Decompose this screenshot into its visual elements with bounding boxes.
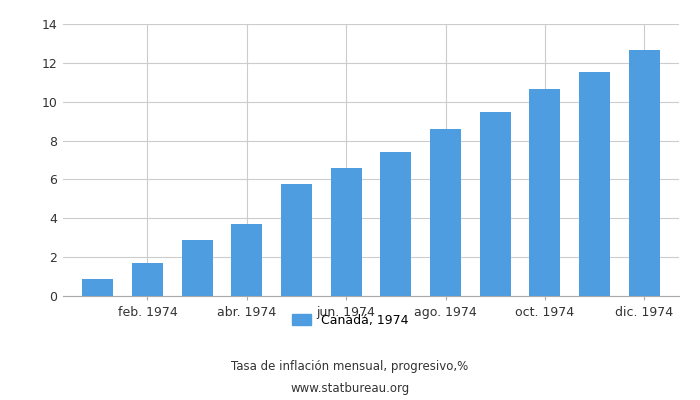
Bar xyxy=(480,112,510,296)
Bar xyxy=(132,263,163,296)
Bar xyxy=(430,129,461,296)
Bar xyxy=(380,152,411,296)
Bar xyxy=(331,168,362,296)
Bar xyxy=(232,224,262,296)
Bar xyxy=(83,278,113,296)
Bar xyxy=(529,89,560,296)
Text: Tasa de inflación mensual, progresivo,%: Tasa de inflación mensual, progresivo,% xyxy=(232,360,468,373)
Bar xyxy=(579,72,610,296)
Bar xyxy=(281,184,312,296)
Legend: Canadá, 1974: Canadá, 1974 xyxy=(287,309,413,332)
Bar xyxy=(182,240,213,296)
Bar xyxy=(629,50,659,296)
Text: www.statbureau.org: www.statbureau.org xyxy=(290,382,410,395)
